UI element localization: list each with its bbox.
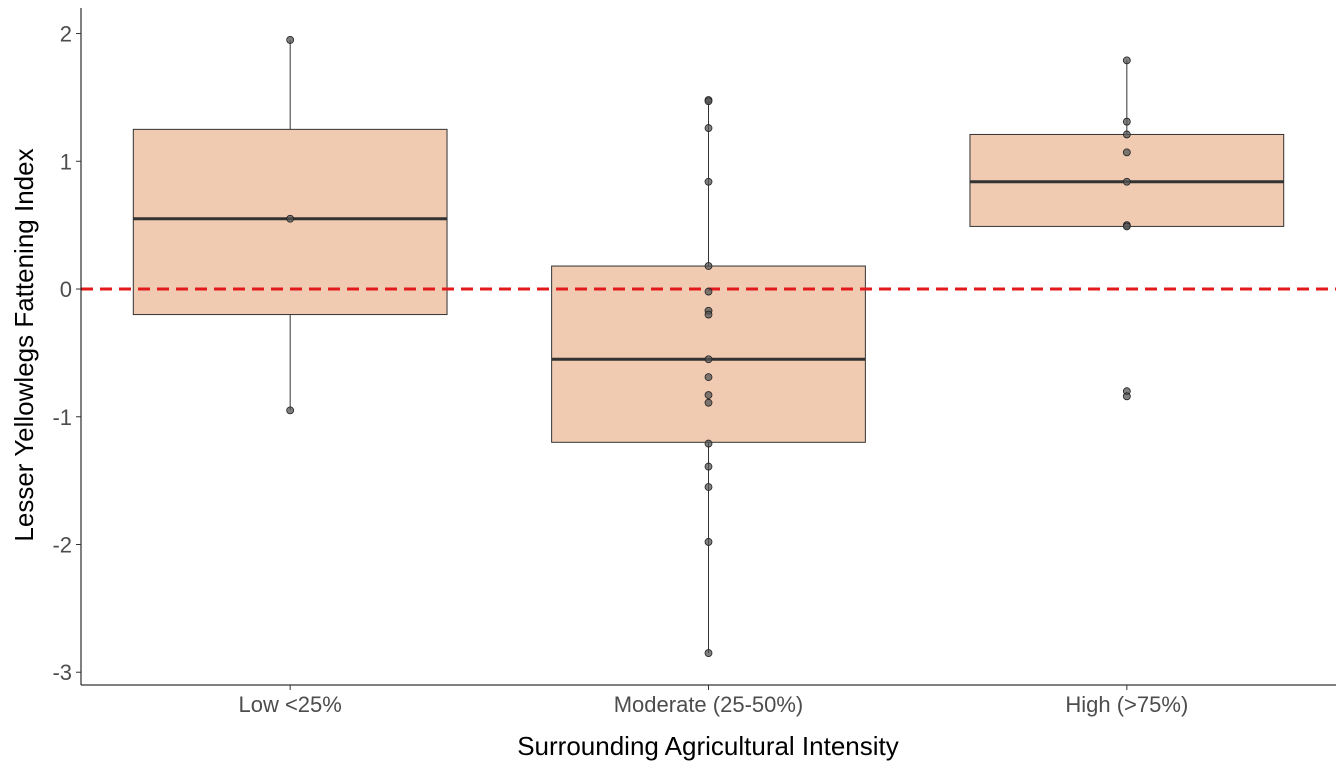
data-point [1122, 130, 1131, 139]
y-axis-title: Lesser Yellowlegs Fattening Index [9, 148, 39, 541]
data-point [704, 398, 713, 407]
boxes-layer [132, 39, 1285, 654]
data-point [286, 214, 295, 223]
data-point [704, 649, 713, 657]
box-2 [551, 265, 866, 443]
y-tick-label: -2 [52, 532, 72, 557]
data-point [704, 538, 713, 546]
x-tick-label: Moderate (25-50%) [614, 692, 804, 717]
data-point [704, 391, 713, 399]
data-point [286, 36, 295, 44]
data-point [704, 124, 713, 132]
data-point [286, 406, 295, 415]
data-point [704, 262, 713, 270]
data-point [1122, 56, 1131, 65]
data-point [1122, 222, 1131, 231]
data-point [1122, 117, 1131, 126]
axes-layer: -3 -2 -1 0 1 2 Low <25% Moderate (25-50%) High (… [52, 8, 1336, 717]
data-point [704, 355, 713, 364]
data-point [704, 177, 713, 186]
data-point [704, 97, 713, 106]
y-tick-label: 2 [60, 22, 72, 47]
data-point [704, 439, 713, 448]
y-tick-label: 1 [60, 149, 72, 174]
x-tick-label: High (>75%) [1065, 692, 1188, 717]
x-axis-title: Surrounding Agricultural Intensity [517, 731, 899, 761]
data-point [704, 462, 713, 471]
data-point [1122, 392, 1131, 401]
y-tick-label: -3 [52, 660, 72, 685]
points-layer [286, 36, 1131, 657]
data-point [704, 310, 713, 319]
data-point [1122, 148, 1131, 157]
data-point [704, 483, 713, 491]
data-point [704, 287, 713, 296]
y-tick-label: 0 [60, 277, 72, 302]
data-point [1122, 177, 1131, 186]
y-tick-label: -1 [52, 405, 72, 430]
x-tick-label: Low <25% [238, 692, 341, 717]
data-point [704, 373, 713, 382]
